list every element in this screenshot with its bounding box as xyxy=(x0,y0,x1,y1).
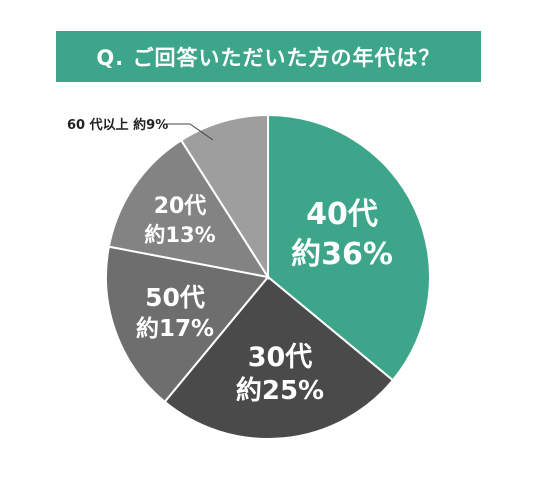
slice-category-label: 40代 xyxy=(306,197,378,232)
slice-outside-label: 60 代以上 約9% xyxy=(67,117,168,133)
pie-slice xyxy=(179,113,269,281)
pie-slice xyxy=(105,245,270,404)
slice-share-label: 約17% xyxy=(136,315,214,342)
question-banner: Q. ご回答いただいた方の年代は？ xyxy=(56,31,481,82)
pie-slice xyxy=(107,138,271,279)
slice-category-label: 20代 xyxy=(154,194,207,219)
slice-share-label: 約13% xyxy=(144,223,215,247)
pie-slice xyxy=(163,275,395,440)
leader-line xyxy=(166,123,214,141)
question-title: Q. ご回答いただいた方の年代は？ xyxy=(96,45,441,70)
pie-slice xyxy=(267,113,431,382)
slice-category-label: 50代 xyxy=(145,283,205,312)
slice-category-label: 30代 xyxy=(248,342,313,373)
slice-share-label: 約25% xyxy=(236,375,324,406)
slice-share-label: 約36% xyxy=(291,237,393,272)
